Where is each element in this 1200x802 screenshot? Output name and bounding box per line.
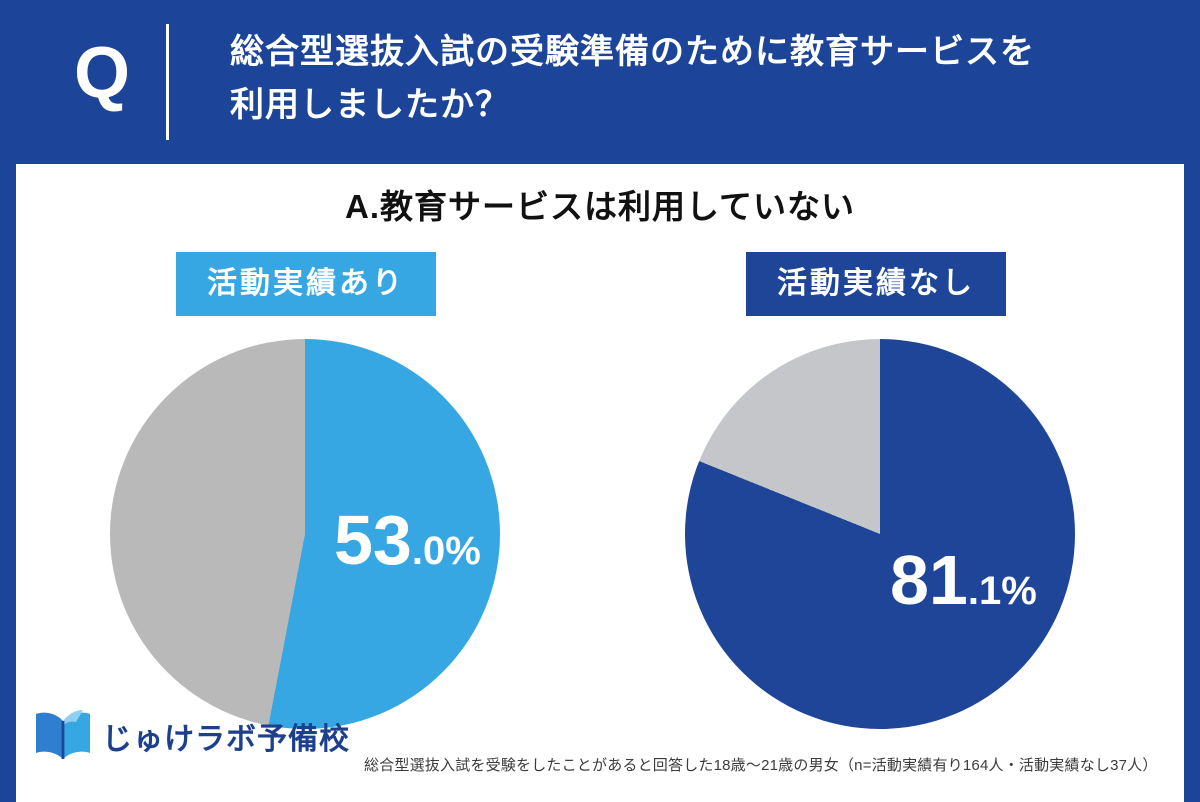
percent-frac-without-record: .1% [967, 569, 1037, 613]
question-text: 総合型選抜入試の受験準備のために教育サービスを 利用しましたか？ [230, 26, 1035, 131]
percent-label-without-record: 81.1% [890, 540, 1037, 620]
question-line-1: 総合型選抜入試の受験準備のために教育サービスを [230, 33, 1035, 71]
percent-label-with-record: 53.0% [334, 500, 481, 580]
percent-int-without-record: 81 [890, 541, 968, 619]
logo: じゅけラボ予備校 [32, 708, 350, 764]
percent-frac-with-record: .0% [411, 529, 481, 573]
logo-book-icon [36, 710, 90, 759]
chart-label-without-record: 活動実績なし [746, 252, 1006, 316]
answer-title: A.教育サービスは利用していない [344, 188, 855, 225]
pie-chart-without-record [685, 339, 1075, 729]
chart-label-with-record: 活動実績あり [176, 252, 436, 316]
percent-int-with-record: 53 [334, 501, 412, 579]
content-panel: A.教育サービスは利用していない 活動実績あり 活動実績なし 53.0% 81.… [16, 164, 1184, 802]
logo-text: じゅけラボ予備校 [102, 723, 350, 756]
survey-note: 総合型選抜入試を受験をしたことがあると回答した18歳～21歳の男女（n=活動実績… [364, 757, 1158, 774]
header-divider [166, 24, 169, 140]
q-label: Q [74, 33, 131, 113]
question-line-2: 利用しましたか？ [230, 85, 510, 124]
pie-chart-with-record [110, 339, 500, 729]
